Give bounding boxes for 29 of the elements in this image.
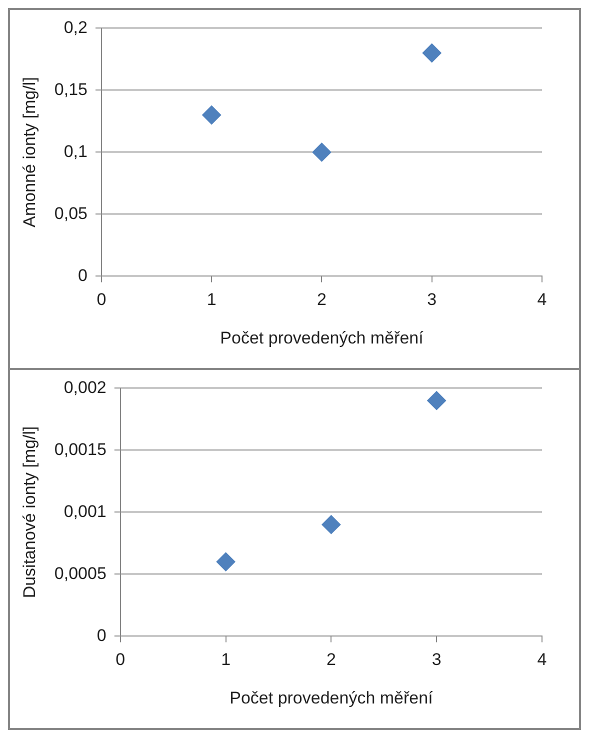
x-tick-label: 4	[537, 290, 547, 310]
y-tick-label: 0,002	[64, 378, 106, 397]
point	[422, 44, 442, 62]
y-tick-label: 0,1	[64, 142, 88, 161]
x-tick-label: 1	[206, 290, 216, 310]
x-axis-title: Počet provedených měření	[220, 328, 424, 348]
y-tick-label: 0	[78, 266, 88, 285]
y-tick-label: 0,15	[54, 80, 88, 99]
point	[202, 106, 222, 124]
point	[322, 515, 341, 534]
x-tick-label: 4	[537, 650, 547, 670]
y-tick-label: 0,2	[64, 18, 88, 37]
point	[312, 142, 332, 162]
y-axis-title: Amonné ionty [mg/l]	[20, 77, 39, 228]
x-tick-label: 3	[432, 650, 442, 670]
x-tick-label: 3	[427, 290, 437, 310]
y-tick-label: 0,0005	[54, 564, 106, 583]
point	[216, 552, 236, 572]
x-tick-label: 0	[116, 650, 126, 670]
y-tick-label: 0,0015	[54, 440, 106, 459]
x-tick-label: 2	[326, 650, 336, 670]
point	[427, 391, 446, 410]
x-tick-label: 2	[317, 290, 326, 310]
y-axis-title: Dusitanové ionty [mg/l]	[20, 426, 39, 598]
y-tick-label: 0,001	[64, 502, 106, 521]
x-axis-title: Počet provedených měření	[230, 688, 434, 708]
y-tick-label: 0,05	[54, 204, 88, 223]
x-tick-label: 1	[221, 650, 231, 670]
y-tick-label: 0	[96, 626, 106, 645]
